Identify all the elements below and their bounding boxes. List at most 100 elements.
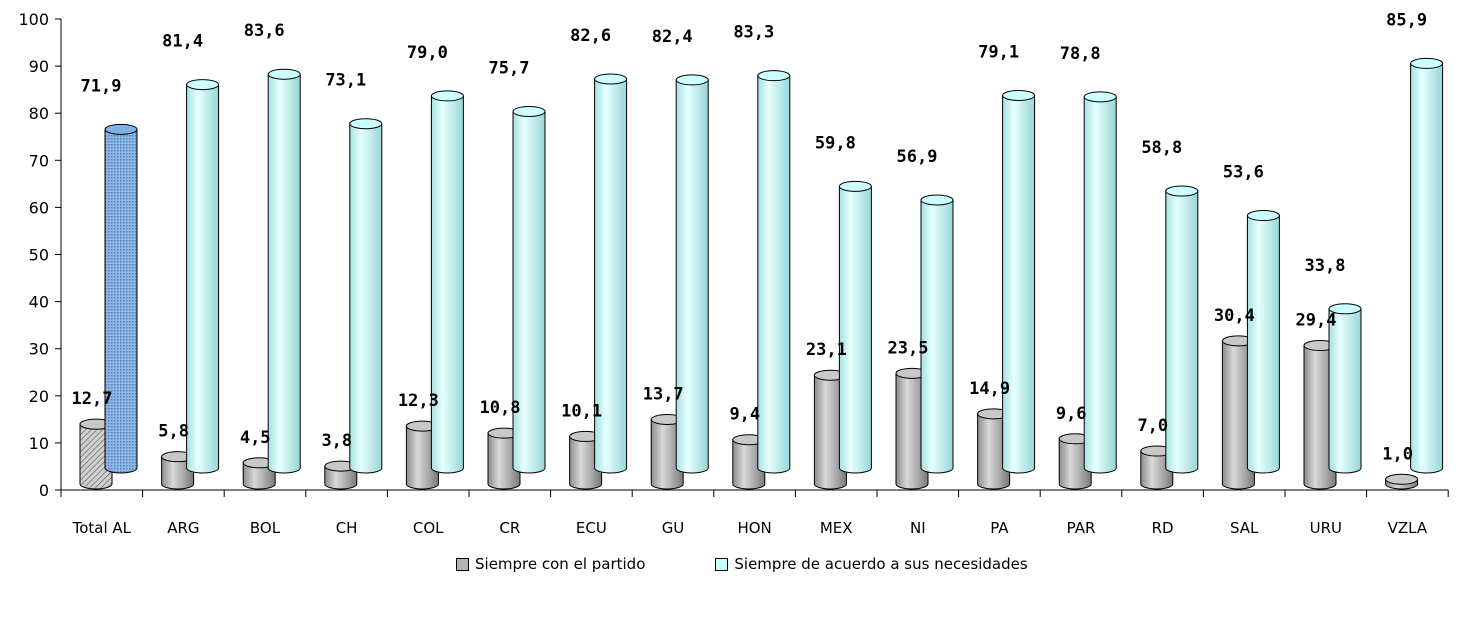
bar-top [430, 90, 464, 102]
legend-item-partido: Siempre con el partido [456, 555, 645, 573]
bar-body [813, 374, 847, 490]
bar-body [79, 423, 113, 490]
x-tick-label: ECU [576, 519, 607, 537]
x-tick-label: COL [413, 519, 444, 537]
y-tick-label: 0 [39, 481, 49, 500]
bar-top [104, 123, 138, 135]
bar-necesidades [594, 73, 628, 474]
bar-top [1002, 89, 1036, 101]
bar-top [512, 105, 546, 117]
bar-body [1140, 450, 1174, 490]
x-tick-label: ARG [167, 519, 199, 537]
data-label-partido: 23,5 [888, 338, 929, 358]
data-label-necesidades: 78,8 [1060, 44, 1101, 64]
data-label-necesidades: 58,8 [1141, 138, 1182, 158]
data-label-necesidades: 71,9 [81, 76, 122, 96]
bar-body [242, 462, 276, 490]
data-label-partido: 14,9 [969, 379, 1010, 399]
bar-necesidades [104, 123, 138, 474]
data-label-necesidades: 59,8 [815, 133, 856, 153]
bar-body [267, 73, 301, 474]
bar-top [1385, 473, 1419, 485]
x-tick-label: SAL [1230, 519, 1259, 537]
bar-necesidades [186, 79, 220, 474]
bar-partido [569, 430, 603, 490]
series-siempre-de-acuerdo [104, 57, 1444, 474]
bar-body [405, 425, 439, 490]
x-tick-label: URU [1310, 519, 1342, 537]
bar-top [267, 68, 301, 80]
data-label-necesidades: 56,9 [897, 147, 938, 167]
data-label-necesidades: 83,3 [733, 23, 774, 43]
data-label-partido: 13,7 [643, 384, 684, 404]
data-labels: 71,9 12,7 81,4 5,8 83,6 4,5 73,1 3,8 79,0 12,3 75,… [72, 10, 1428, 464]
bar-body [349, 123, 383, 474]
x-tick-label: CH [336, 519, 358, 537]
data-label-partido: 12,3 [398, 391, 439, 411]
bar-body [324, 465, 358, 490]
bar-partido [1385, 473, 1419, 490]
bar-body [1058, 438, 1092, 490]
data-label-partido: 12,7 [72, 389, 113, 409]
bar-body [1221, 340, 1255, 490]
bar-top [186, 79, 220, 91]
data-label-partido: 29,4 [1296, 311, 1337, 331]
y-tick-label: 80 [29, 104, 49, 123]
bar-partido [1140, 445, 1174, 490]
data-label-necesidades: 79,1 [978, 42, 1019, 62]
bar-body [1165, 190, 1199, 474]
bar-necesidades [920, 194, 954, 474]
bar-body [650, 418, 684, 490]
data-label-partido: 23,1 [806, 340, 847, 360]
bar-necesidades [1246, 210, 1280, 474]
bar-body [1303, 345, 1337, 490]
legend-label-necesidades: Siempre de acuerdo a sus necesidades [734, 555, 1028, 573]
data-label-necesidades: 75,7 [489, 58, 530, 78]
y-tick-label: 10 [29, 434, 49, 453]
y-tick-label: 70 [29, 151, 49, 170]
bar-body [1246, 215, 1280, 474]
bar-top [920, 194, 954, 206]
data-label-necesidades: 85,9 [1386, 10, 1427, 30]
data-label-partido: 3,8 [321, 431, 352, 451]
x-tick-label: MEX [820, 519, 853, 537]
chart-legend: Siempre con el partido Siempre de acuerd… [456, 555, 1028, 573]
data-label-partido: 10,8 [480, 398, 521, 418]
bar-body [895, 372, 929, 490]
bar-necesidades [757, 70, 791, 474]
data-label-partido: 9,4 [729, 405, 760, 425]
x-tick-label: CR [499, 519, 520, 537]
y-tick-label: 90 [29, 57, 49, 76]
bar-necesidades [512, 105, 546, 474]
bar-body [186, 84, 220, 474]
bar-partido [732, 434, 766, 490]
bar-body [104, 128, 138, 474]
bar-body [1002, 94, 1036, 474]
bar-body [1083, 96, 1117, 474]
x-tick-label: PAR [1067, 519, 1096, 537]
x-tick-label: GU [662, 519, 685, 537]
data-label-necesidades: 81,4 [162, 32, 203, 52]
bar-body [675, 79, 709, 474]
data-label-partido: 10,1 [561, 401, 602, 421]
y-tick-label: 50 [29, 246, 49, 265]
bar-body [1410, 62, 1444, 474]
bar-body [569, 435, 603, 490]
bar-body [430, 95, 464, 474]
legend-item-necesidades: Siempre de acuerdo a sus necesidades [715, 555, 1028, 573]
x-tick-label: HON [737, 519, 771, 537]
data-label-necesidades: 33,8 [1305, 256, 1346, 276]
bar-partido [813, 369, 847, 490]
bar-partido [242, 457, 276, 490]
bar-partido [324, 460, 358, 490]
data-label-necesidades: 73,1 [325, 71, 366, 91]
bar-partido [405, 420, 439, 490]
bar-body [977, 413, 1011, 490]
bar-top [757, 70, 791, 82]
bar-partido [1058, 433, 1092, 490]
data-label-necesidades: 79,0 [407, 43, 448, 63]
bar-partido [487, 427, 521, 490]
y-tick-label: 100 [18, 10, 49, 29]
bar-body [838, 185, 872, 474]
